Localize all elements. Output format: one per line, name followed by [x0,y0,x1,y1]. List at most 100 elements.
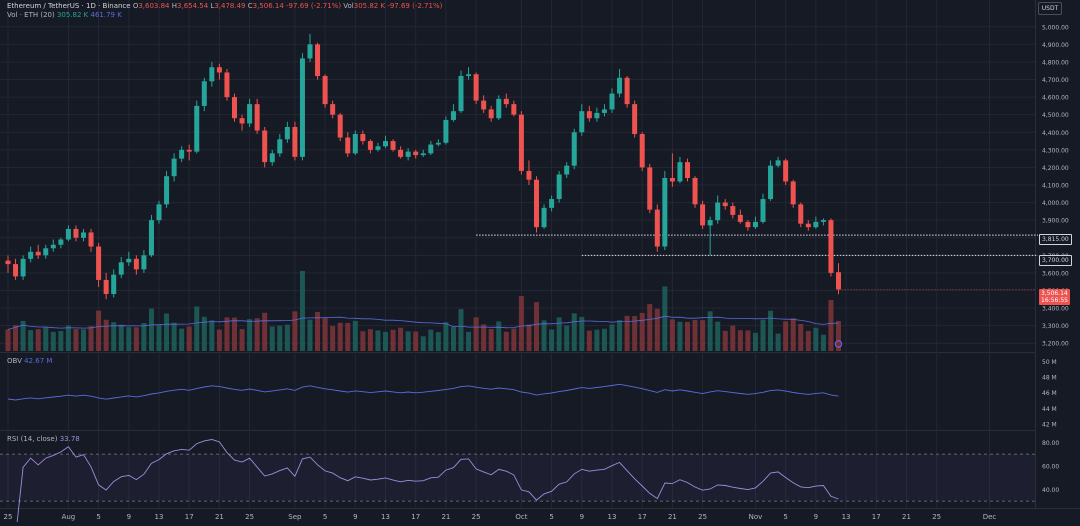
level-tag-3815[interactable]: 3,815.00 [1039,234,1072,245]
symbol-title[interactable]: Ethereum / TetherUS · 1D · Binance [7,2,131,10]
volume-bar [156,324,162,351]
rsi-legend[interactable]: RSI (14, close) 33.78 [7,435,80,443]
obv-legend[interactable]: OBV 42.67 M [7,357,52,365]
volume-bar [624,315,630,351]
price-tick-label: 4,500.00 [1042,112,1069,119]
volume-bar [647,304,653,351]
volume-bar [164,313,170,351]
volume-bar [790,318,796,351]
volume-bar [232,317,237,351]
x-tick-label: 9 [580,513,584,521]
price-tick-label: 3,400.00 [1042,306,1069,313]
volume-bar [58,330,64,351]
volume-bar [179,328,185,351]
candle-body [518,114,524,171]
volume-bar [518,296,524,351]
candle-body [790,181,796,205]
candle-body [737,214,743,222]
obv-tick-label: 50 M [1042,359,1057,366]
volume-bar [473,317,479,351]
candle-body [141,255,147,270]
candle-body [677,162,683,182]
volume-bar [632,316,638,351]
last-price-tag: 3,506.14 16:56:55 [1039,289,1070,305]
volume-bar [345,322,351,351]
x-tick-label: Sep [288,513,302,521]
candle-body [503,98,509,105]
candle-body [133,258,139,270]
high-value: 3,654.54 [177,2,209,10]
volume-bar [367,329,373,351]
currency-selector[interactable]: USDT [1038,2,1062,15]
volume-bar [216,329,222,351]
obv-tick-label: 46 M [1042,390,1057,397]
volume-bar [458,309,464,351]
x-tick-label: 25 [932,513,941,521]
volume-bar [428,329,434,351]
candle-body [450,111,456,120]
volume-bar [798,323,804,351]
price-tick-label: 3,300.00 [1042,323,1069,330]
price-tick-label: 4,600.00 [1042,95,1069,102]
candle-body [209,67,215,82]
level-tag-3700[interactable]: 3,700.00 [1039,255,1072,266]
volume-legend[interactable]: Vol · ETH (20) 305.82 K 461.79 K [7,11,122,19]
last-price: 3,506.14 [1041,290,1068,297]
volume-bar [752,332,758,351]
volume-bar [88,326,94,351]
candle-body [315,44,321,77]
rsi-value: 33.78 [59,435,80,443]
price-tick-label: 3,600.00 [1042,270,1069,277]
volume-bar [262,312,268,351]
candle-body [262,130,268,163]
candle-body [277,139,283,154]
x-tick-label: 5 [549,513,553,521]
rsi-band [0,454,1035,502]
candle-body [579,111,585,133]
volume-bar [133,327,139,351]
candle-body [111,274,117,294]
volume-bar [481,324,487,351]
rsi-label: RSI (14, close) [7,435,58,443]
volume-bar [579,316,585,351]
volume-bar [586,330,592,351]
candle-body [322,76,328,105]
candle-body [730,206,736,215]
candle-body [669,177,675,182]
volume-bar [488,329,494,351]
candle-body [420,153,426,156]
volume-bar [103,319,109,351]
candle-body [50,244,56,249]
candle-body [534,179,539,228]
candle-body [28,251,34,259]
volume-bar [126,327,132,351]
candle-body [345,137,351,154]
event-marker-icon[interactable] [834,340,843,348]
candle-body [488,109,494,119]
candle-body [428,144,434,154]
candle-body [216,67,222,73]
candle-body [330,104,336,115]
volume-bar [390,329,396,351]
volume-bars [5,271,841,351]
candle-body [435,142,441,145]
volume-bar [783,321,789,351]
candle-body [549,199,555,208]
candle-body [466,74,472,77]
candle-body [752,221,758,228]
x-tick-label: 25 [245,513,254,521]
volume-bar [111,322,117,351]
x-tick-label: 9 [353,513,357,521]
candle-body [171,158,177,177]
x-tick-label: Aug [62,513,76,521]
x-tick-label: 13 [155,513,164,521]
volume-ma-value: 461.79 K [90,11,122,19]
volume-bar [730,325,736,351]
candle-body [805,223,811,228]
candle-body [601,109,607,113]
volume-bar [466,331,472,351]
x-tick-label: 5 [783,513,787,521]
x-tick-label: Oct [515,513,527,521]
